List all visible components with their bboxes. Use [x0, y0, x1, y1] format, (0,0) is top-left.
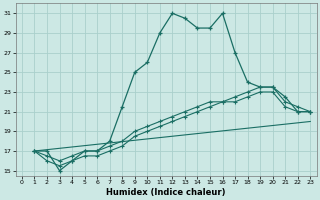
X-axis label: Humidex (Indice chaleur): Humidex (Indice chaleur) [106, 188, 226, 197]
